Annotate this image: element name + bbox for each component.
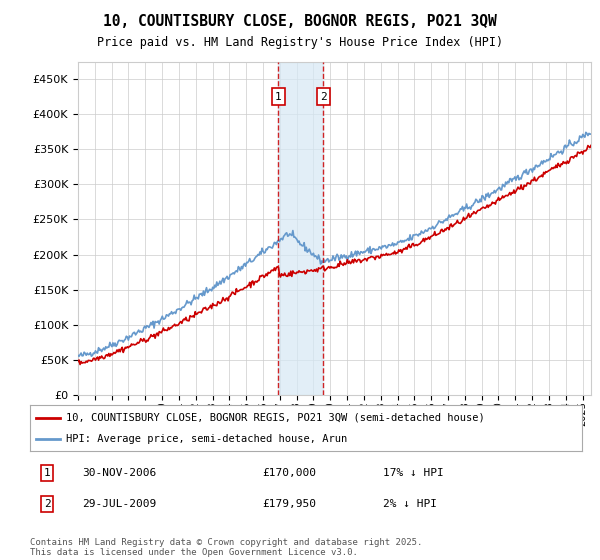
Text: Contains HM Land Registry data © Crown copyright and database right 2025.
This d: Contains HM Land Registry data © Crown c…: [30, 538, 422, 557]
Text: £179,950: £179,950: [262, 499, 316, 508]
Text: 2: 2: [320, 92, 326, 102]
Text: 17% ↓ HPI: 17% ↓ HPI: [383, 468, 444, 478]
Bar: [278, 62, 323, 395]
Text: 1: 1: [44, 468, 50, 478]
Text: HPI: Average price, semi-detached house, Arun: HPI: Average price, semi-detached house,…: [66, 435, 347, 444]
Text: Price paid vs. HM Land Registry's House Price Index (HPI): Price paid vs. HM Land Registry's House …: [97, 36, 503, 49]
Text: 10, COUNTISBURY CLOSE, BOGNOR REGIS, PO21 3QW: 10, COUNTISBURY CLOSE, BOGNOR REGIS, PO2…: [103, 14, 497, 29]
Text: 30-NOV-2006: 30-NOV-2006: [82, 468, 157, 478]
Text: 29-JUL-2009: 29-JUL-2009: [82, 499, 157, 508]
Text: £170,000: £170,000: [262, 468, 316, 478]
Text: 2: 2: [44, 499, 50, 508]
Text: 10, COUNTISBURY CLOSE, BOGNOR REGIS, PO21 3QW (semi-detached house): 10, COUNTISBURY CLOSE, BOGNOR REGIS, PO2…: [66, 413, 485, 423]
Text: 2% ↓ HPI: 2% ↓ HPI: [383, 499, 437, 508]
Text: 1: 1: [275, 92, 282, 102]
